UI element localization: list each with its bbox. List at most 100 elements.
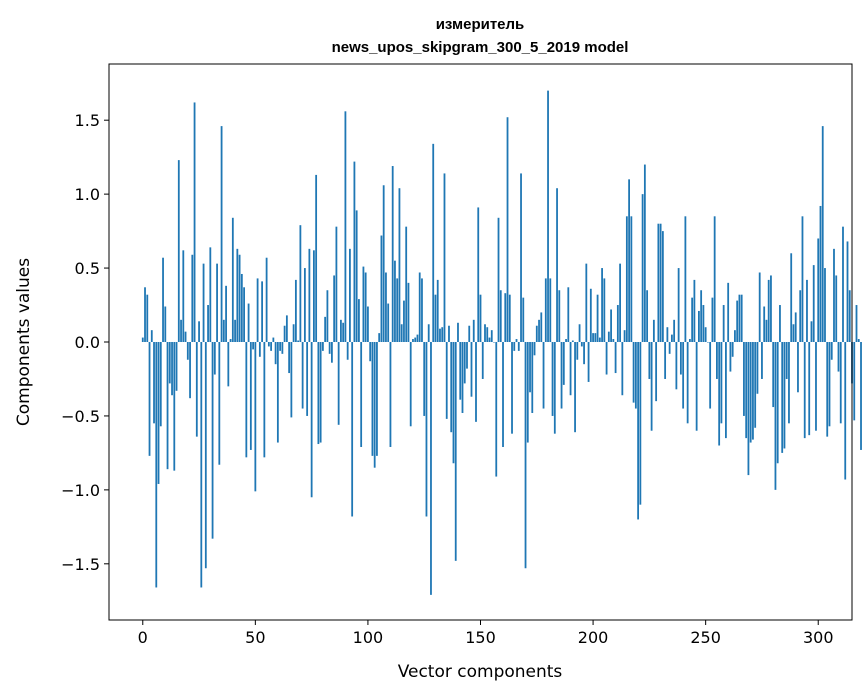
x-tick-label: 300 bbox=[803, 628, 834, 647]
bar bbox=[346, 342, 349, 360]
bar bbox=[779, 305, 781, 342]
bar bbox=[168, 342, 171, 384]
bar bbox=[414, 337, 417, 342]
bar bbox=[774, 342, 777, 490]
bar bbox=[484, 324, 486, 342]
bar bbox=[709, 342, 712, 409]
bar bbox=[551, 342, 554, 416]
bar bbox=[542, 342, 545, 409]
bar bbox=[679, 342, 682, 375]
bar bbox=[171, 342, 173, 396]
x-tick-label: 150 bbox=[465, 628, 496, 647]
bar bbox=[430, 342, 432, 595]
bar bbox=[265, 257, 268, 342]
bar bbox=[522, 297, 525, 342]
bar bbox=[734, 330, 736, 342]
bar bbox=[574, 342, 576, 433]
bar bbox=[457, 322, 459, 342]
bar bbox=[639, 342, 642, 505]
bar bbox=[234, 319, 236, 342]
bar bbox=[824, 268, 826, 342]
bar bbox=[263, 342, 266, 458]
bar bbox=[477, 207, 480, 342]
bar bbox=[389, 342, 392, 447]
bar bbox=[479, 294, 482, 342]
bar bbox=[655, 342, 658, 402]
bar bbox=[783, 342, 786, 449]
bar bbox=[243, 287, 245, 342]
bar bbox=[756, 342, 759, 394]
bar bbox=[445, 342, 448, 419]
bar bbox=[587, 342, 590, 382]
bar bbox=[844, 342, 847, 480]
bar bbox=[157, 342, 160, 484]
bar bbox=[585, 263, 588, 342]
bar bbox=[560, 342, 563, 409]
bar bbox=[443, 173, 446, 342]
bar bbox=[504, 293, 507, 342]
bar bbox=[385, 272, 387, 342]
bar bbox=[416, 334, 419, 342]
bar bbox=[213, 342, 216, 375]
bar bbox=[182, 250, 185, 342]
bar bbox=[155, 342, 158, 588]
bar bbox=[335, 226, 338, 342]
bar bbox=[698, 310, 700, 342]
bar bbox=[463, 342, 466, 384]
bar bbox=[722, 305, 725, 342]
bar bbox=[592, 333, 594, 342]
bar bbox=[488, 337, 491, 342]
bar bbox=[605, 342, 608, 375]
bar bbox=[839, 342, 842, 424]
bar bbox=[643, 164, 646, 342]
bar bbox=[297, 340, 300, 342]
bar bbox=[290, 342, 293, 418]
bar bbox=[450, 342, 453, 433]
bar bbox=[538, 319, 540, 342]
bar bbox=[164, 306, 167, 342]
bar bbox=[743, 342, 745, 416]
bar bbox=[565, 339, 567, 342]
bar bbox=[628, 179, 630, 342]
bar bbox=[211, 342, 214, 539]
bar bbox=[222, 319, 225, 342]
bar bbox=[646, 290, 649, 342]
bar bbox=[544, 278, 547, 342]
x-tick-label: 100 bbox=[353, 628, 384, 647]
bar bbox=[711, 297, 714, 342]
bar bbox=[353, 161, 356, 342]
bar bbox=[452, 342, 455, 464]
bar bbox=[729, 342, 732, 372]
bar bbox=[547, 90, 549, 343]
bar bbox=[448, 325, 450, 342]
bar bbox=[650, 342, 653, 431]
bar bbox=[686, 342, 689, 424]
bar bbox=[607, 331, 610, 342]
bar bbox=[535, 325, 538, 342]
bar bbox=[576, 342, 579, 360]
bar bbox=[216, 263, 218, 342]
bar bbox=[294, 279, 297, 342]
bar bbox=[159, 342, 162, 427]
bar bbox=[785, 342, 788, 379]
bar bbox=[461, 342, 464, 413]
bar bbox=[817, 238, 820, 342]
bar bbox=[830, 342, 833, 360]
bar bbox=[150, 330, 153, 342]
y-tick-label: −0.5 bbox=[61, 407, 100, 426]
bar bbox=[301, 342, 304, 409]
bar bbox=[218, 342, 221, 465]
bar bbox=[285, 315, 288, 342]
bar bbox=[801, 216, 804, 342]
bar bbox=[270, 342, 273, 351]
bar bbox=[797, 342, 799, 393]
bar bbox=[754, 342, 757, 428]
bar bbox=[333, 275, 336, 342]
bar bbox=[240, 273, 243, 342]
bar bbox=[819, 205, 822, 342]
bar bbox=[826, 342, 829, 437]
bar bbox=[675, 342, 678, 390]
bar bbox=[409, 342, 412, 427]
bar bbox=[725, 342, 727, 439]
bar bbox=[198, 321, 200, 342]
